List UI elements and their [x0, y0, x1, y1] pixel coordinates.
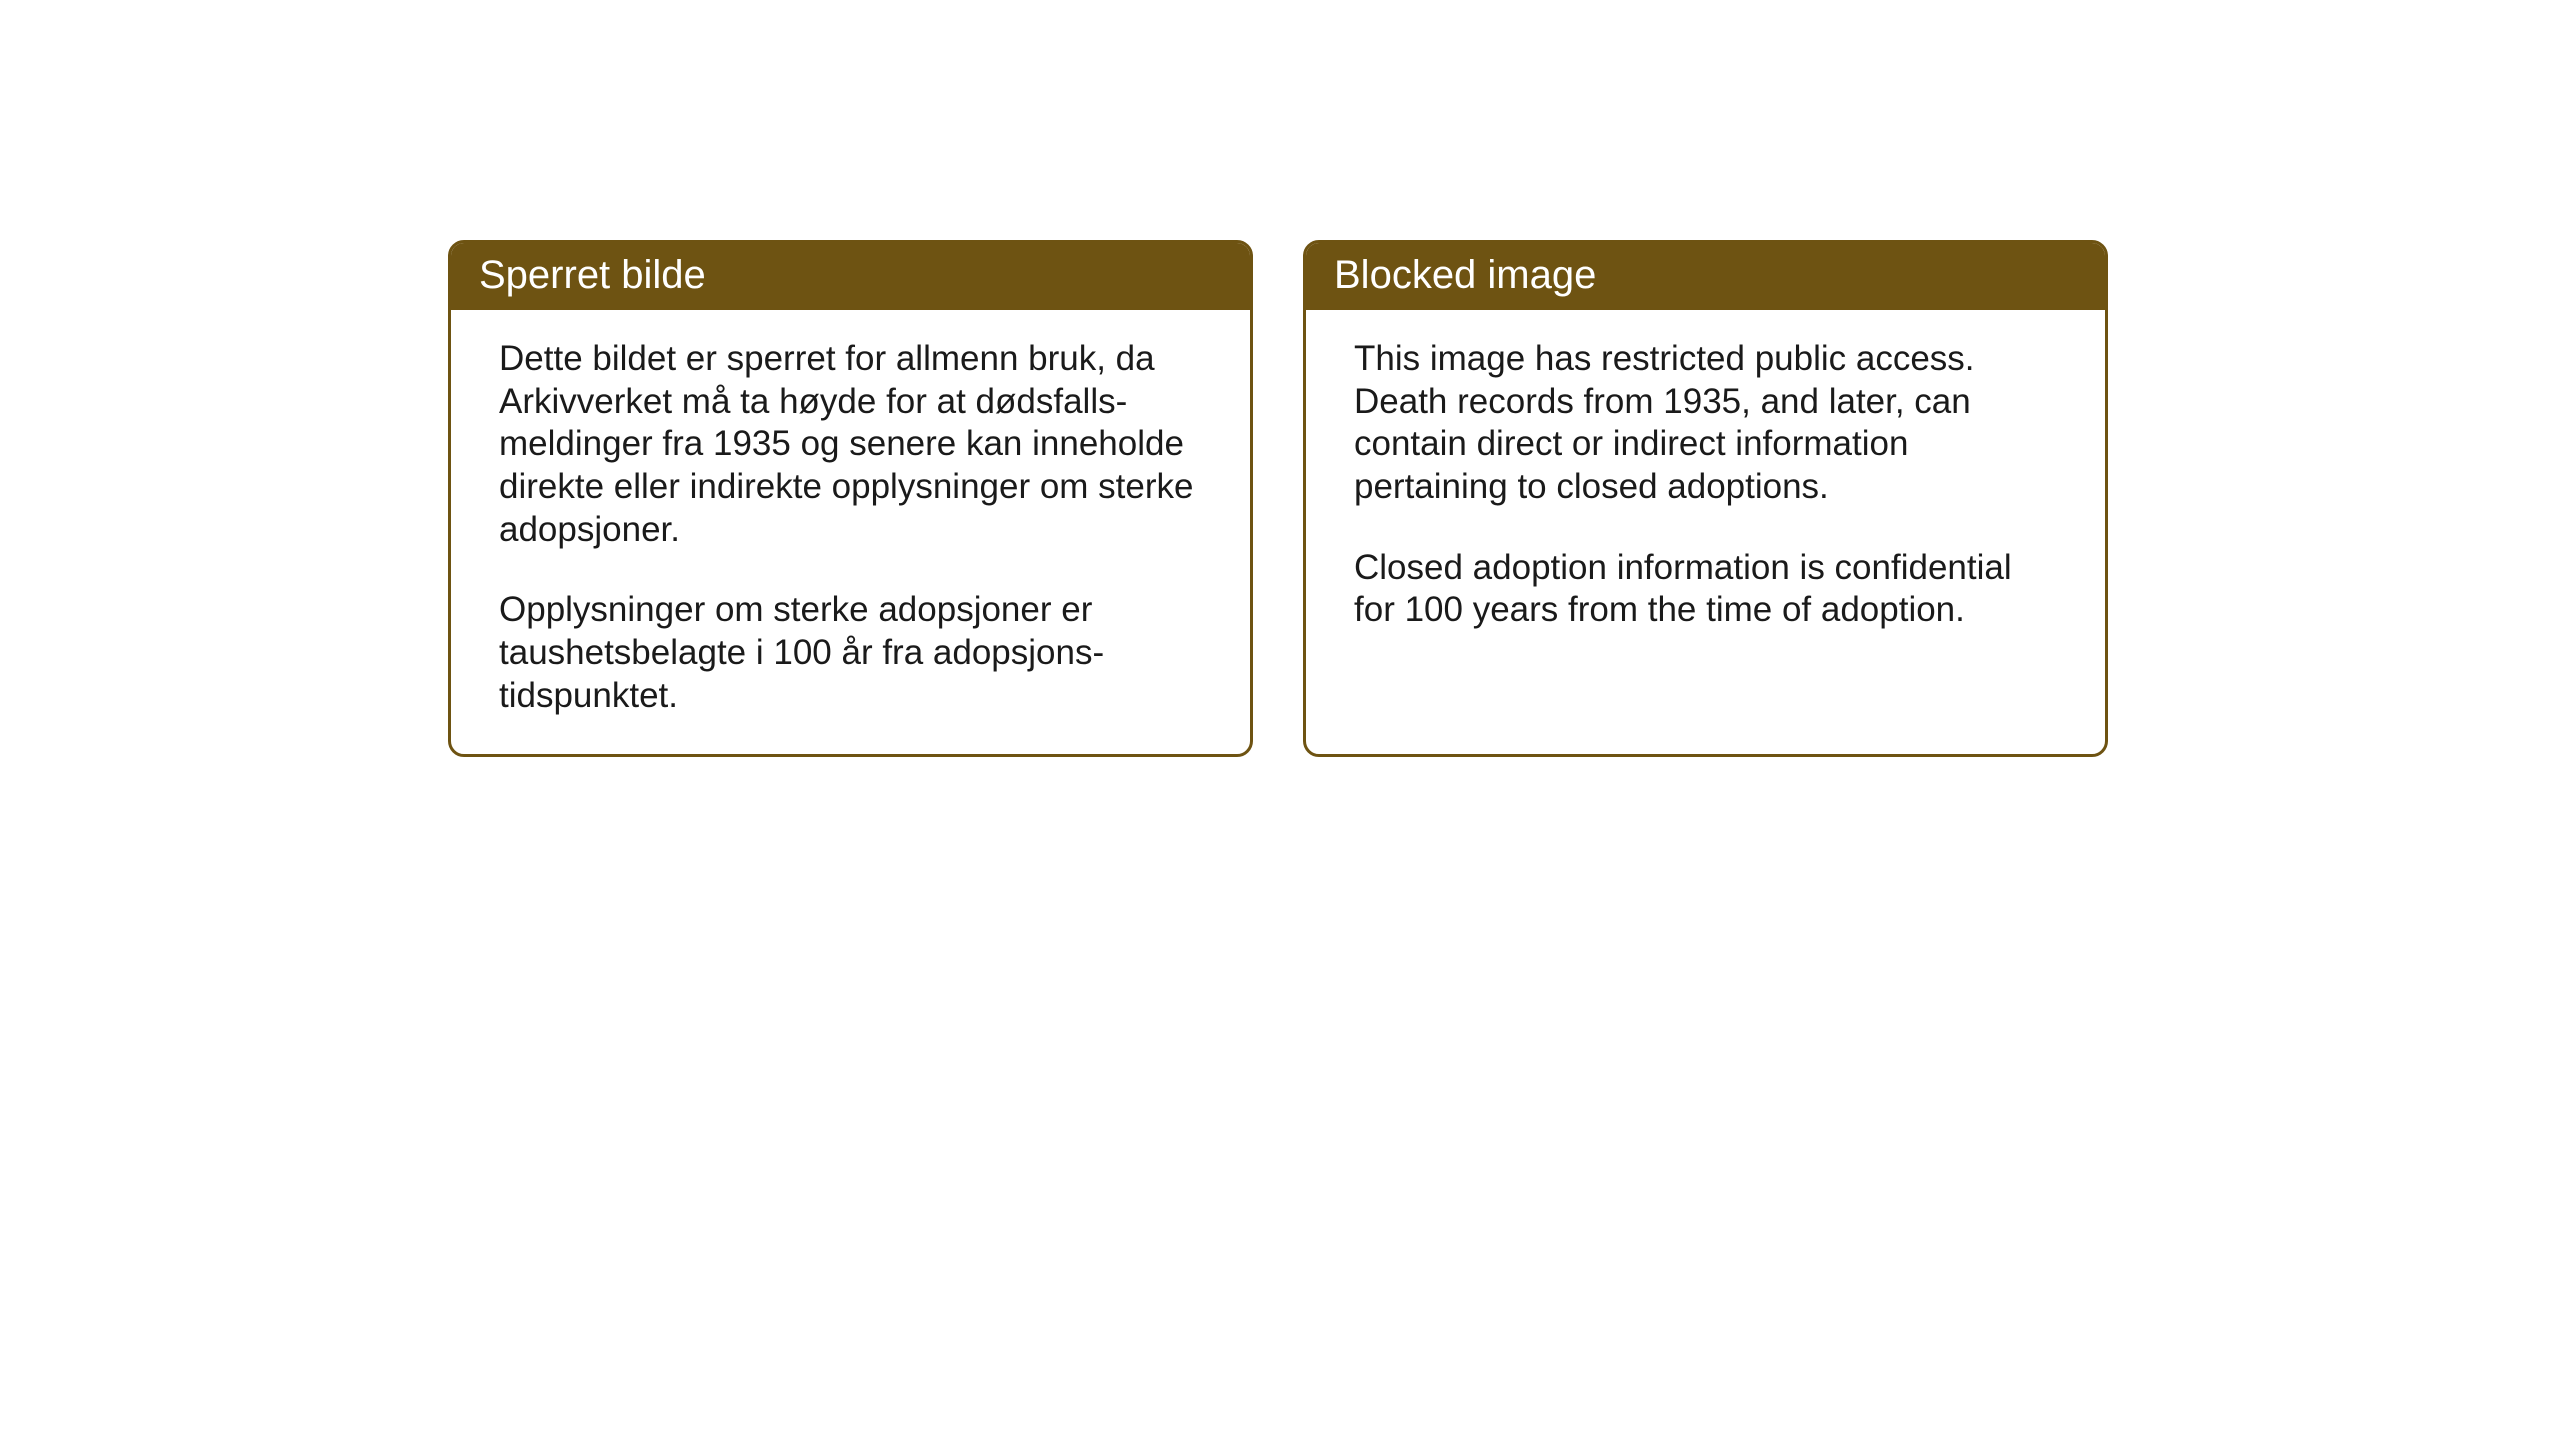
notice-header-english: Blocked image — [1306, 243, 2105, 310]
notice-title-norwegian: Sperret bilde — [479, 253, 706, 297]
notice-paragraph-1-norwegian: Dette bildet er sperret for allmenn bruk… — [499, 338, 1202, 551]
notice-paragraph-2-norwegian: Opplysninger om sterke adopsjoner er tau… — [499, 589, 1202, 717]
notice-card-english: Blocked image This image has restricted … — [1303, 240, 2108, 757]
notice-header-norwegian: Sperret bilde — [451, 243, 1250, 310]
notice-title-english: Blocked image — [1334, 253, 1596, 297]
notice-container: Sperret bilde Dette bildet er sperret fo… — [0, 0, 2560, 757]
notice-paragraph-1-english: This image has restricted public access.… — [1354, 338, 2057, 509]
notice-paragraph-2-english: Closed adoption information is confident… — [1354, 547, 2057, 632]
notice-card-norwegian: Sperret bilde Dette bildet er sperret fo… — [448, 240, 1253, 757]
notice-body-english: This image has restricted public access.… — [1306, 310, 2105, 668]
notice-body-norwegian: Dette bildet er sperret for allmenn bruk… — [451, 310, 1250, 754]
